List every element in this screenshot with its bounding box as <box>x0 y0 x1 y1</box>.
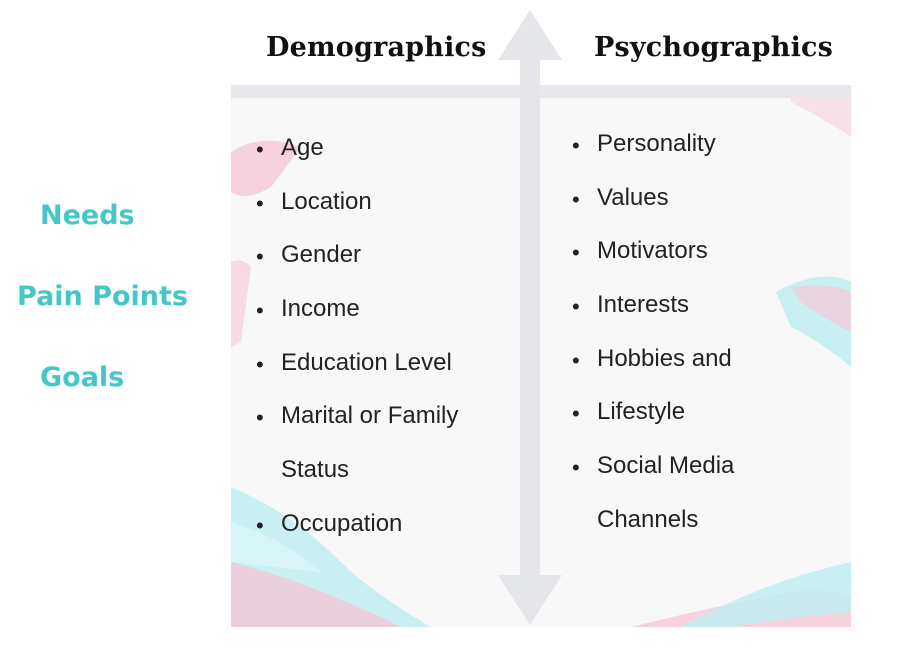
list-item: • Gender <box>256 241 362 270</box>
psychographics-list: • Personality • Values • Motivators • Intere… <box>572 130 734 560</box>
list-item: • Social Media <box>572 452 735 481</box>
bullet-icon: • <box>572 133 580 158</box>
bullet-icon: • <box>256 405 264 431</box>
bullet-icon: • <box>572 347 580 373</box>
list-item: • Age <box>256 134 324 162</box>
list-item: • Location <box>256 187 372 216</box>
list-item: • Occupation <box>256 509 403 538</box>
bullet-icon: • <box>256 244 264 270</box>
list-item: • Lifestyle <box>572 398 686 427</box>
vertical-double-arrow-icon <box>498 10 562 625</box>
list-item: • Education Level <box>256 348 452 377</box>
demographics-title: Demographics <box>266 32 487 63</box>
list-item-continuation: Channels <box>597 505 699 533</box>
list-item: • Personality <box>572 130 716 158</box>
bullet-icon: • <box>572 294 580 320</box>
bullet-icon: • <box>256 190 264 216</box>
needs-label: Needs <box>40 200 135 231</box>
list-item: • Interests <box>572 291 690 320</box>
psychographics-title: Psychographics <box>594 32 834 63</box>
bullet-icon: • <box>572 240 580 266</box>
pain-points-label: Pain Points <box>17 281 188 312</box>
bullet-icon: • <box>256 137 264 162</box>
goals-label: Goals <box>40 362 125 393</box>
bullet-icon: • <box>256 512 264 538</box>
list-item-continuation: Status <box>281 456 350 484</box>
bullet-icon: • <box>572 401 580 427</box>
content-panel <box>231 92 851 627</box>
bullet-icon: • <box>572 455 580 481</box>
bullet-icon: • <box>256 351 264 377</box>
decorative-brush-strokes <box>231 92 851 627</box>
list-item: • Marital or Family <box>256 402 459 431</box>
list-item: • Motivators <box>572 237 708 266</box>
demographics-list: • Age • Location • Gender • Income • Educatio… <box>256 134 458 564</box>
list-item: • Values <box>572 183 669 212</box>
horizontal-divider <box>231 85 851 98</box>
list-item: • Hobbies and <box>572 344 732 373</box>
bullet-icon: • <box>256 298 264 324</box>
list-item: • Income <box>256 295 360 324</box>
bullet-icon: • <box>572 186 580 212</box>
